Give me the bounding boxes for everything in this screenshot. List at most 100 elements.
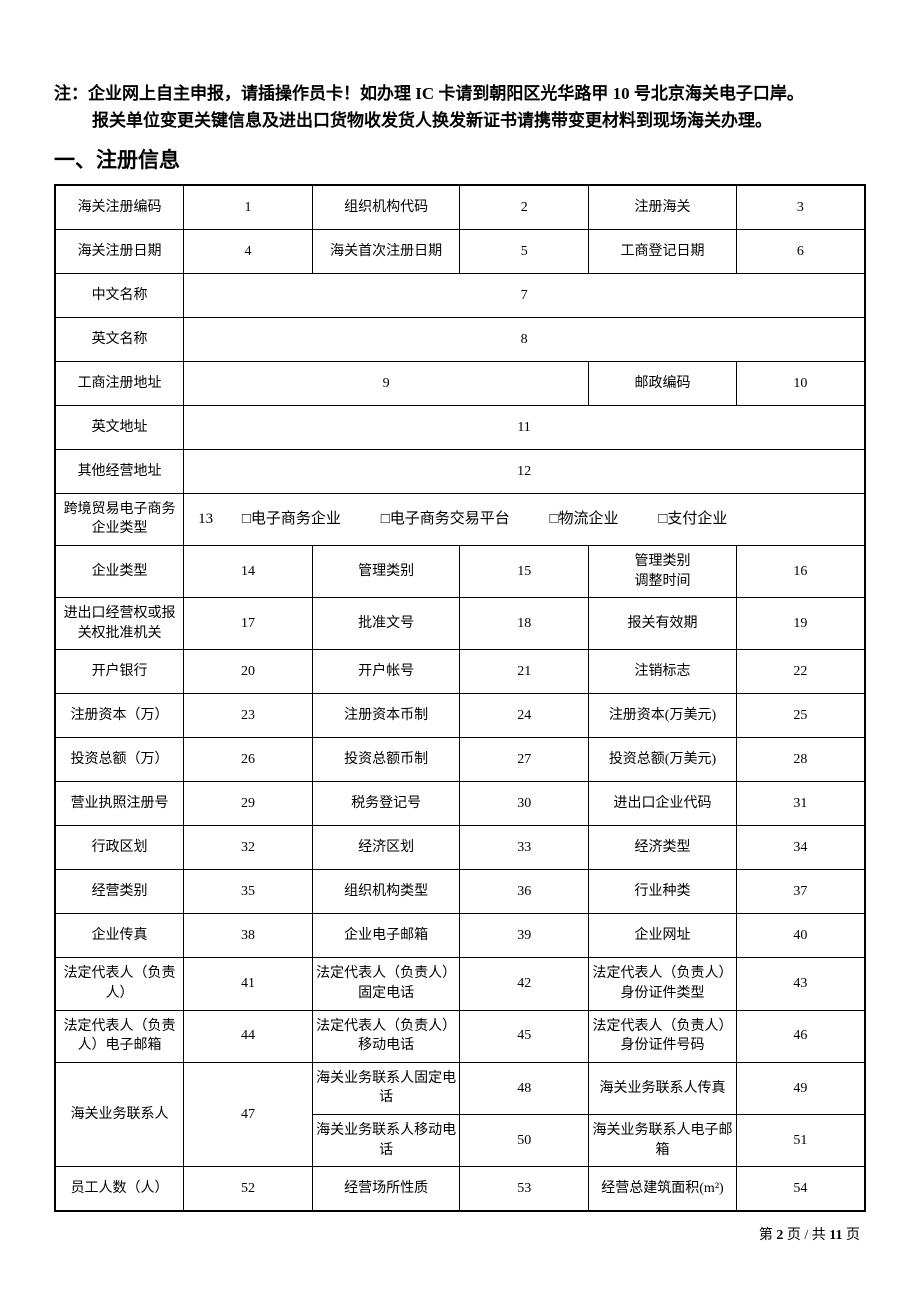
label-cell: 组织机构类型 xyxy=(312,870,460,914)
value-cell: 41 xyxy=(184,958,313,1010)
label-cell: 投资总额（万） xyxy=(55,738,184,782)
footer-text: 第 xyxy=(759,1228,777,1243)
label-cell: 经济类型 xyxy=(589,826,737,870)
label-cell: 海关注册编码 xyxy=(55,185,184,229)
value-cell: 20 xyxy=(184,650,313,694)
label-cell: 开户帐号 xyxy=(312,650,460,694)
value-cell: 44 xyxy=(184,1010,313,1062)
table-row: 开户银行 20 开户帐号 21 注销标志 22 xyxy=(55,650,865,694)
value-cell: 50 xyxy=(460,1115,589,1167)
value-cell: 17 xyxy=(184,598,313,650)
value-cell: 46 xyxy=(736,1010,865,1062)
label-cell: 海关业务联系人传真 xyxy=(589,1062,737,1114)
table-row: 海关业务联系人 47 海关业务联系人固定电话 48 海关业务联系人传真 49 xyxy=(55,1062,865,1114)
table-row: 英文地址 11 xyxy=(55,405,865,449)
label-cell: 法定代表人（负责人）固定电话 xyxy=(312,958,460,1010)
table-row: 经营类别 35 组织机构类型 36 行业种类 37 xyxy=(55,870,865,914)
value-cell: 24 xyxy=(460,694,589,738)
value-cell: 16 xyxy=(736,546,865,598)
table-row: 法定代表人（负责人）电子邮箱 44 法定代表人（负责人）移动电话 45 法定代表… xyxy=(55,1010,865,1062)
label-cell: 法定代表人（负责人）身份证件号码 xyxy=(589,1010,737,1062)
label-cell: 进出口企业代码 xyxy=(589,782,737,826)
value-cell: 25 xyxy=(736,694,865,738)
checkbox-option: □电子商务交易平台 xyxy=(381,509,510,530)
label-cell: 企业网址 xyxy=(589,914,737,958)
value-text: 13 xyxy=(198,509,238,530)
table-row: 行政区划 32 经济区划 33 经济类型 34 xyxy=(55,826,865,870)
value-cell: 30 xyxy=(460,782,589,826)
value-cell: 53 xyxy=(460,1167,589,1211)
table-row: 企业类型 14 管理类别 15 管理类别调整时间 16 xyxy=(55,546,865,598)
label-cell: 组织机构代码 xyxy=(312,185,460,229)
value-cell: 32 xyxy=(184,826,313,870)
label-cell: 经营总建筑面积(m²) xyxy=(589,1167,737,1211)
label-cell: 员工人数（人） xyxy=(55,1167,184,1211)
value-cell: 38 xyxy=(184,914,313,958)
label-cell: 法定代表人（负责人） xyxy=(55,958,184,1010)
value-cell: 31 xyxy=(736,782,865,826)
value-cell: 18 xyxy=(460,598,589,650)
checkbox-cell: 13 □电子商务企业 □电子商务交易平台 □物流企业 □支付企业 xyxy=(184,493,865,545)
label-cell: 注册海关 xyxy=(589,185,737,229)
note-block: 注：企业网上自主申报，请插操作员卡！如办理 IC 卡请到朝阳区光华路甲 10 号… xyxy=(54,80,866,134)
value-cell: 47 xyxy=(184,1062,313,1166)
footer-total: 11 xyxy=(829,1228,842,1243)
value-cell: 42 xyxy=(460,958,589,1010)
label-cell: 税务登记号 xyxy=(312,782,460,826)
value-cell: 22 xyxy=(736,650,865,694)
value-cell: 19 xyxy=(736,598,865,650)
value-cell: 35 xyxy=(184,870,313,914)
label-cell: 行业种类 xyxy=(589,870,737,914)
section-title: 一、注册信息 xyxy=(54,144,866,174)
note-line-2: 报关单位变更关键信息及进出口货物收发货人换发新证书请携带变更材料到现场海关办理。 xyxy=(54,107,866,134)
label-cell: 投资总额币制 xyxy=(312,738,460,782)
value-cell: 6 xyxy=(736,229,865,273)
note-line-1: 注：企业网上自主申报，请插操作员卡！如办理 IC 卡请到朝阳区光华路甲 10 号… xyxy=(54,80,866,107)
label-cell: 经营类别 xyxy=(55,870,184,914)
label-cell: 邮政编码 xyxy=(589,361,737,405)
label-cell: 行政区划 xyxy=(55,826,184,870)
label-cell: 海关业务联系人固定电话 xyxy=(312,1062,460,1114)
value-cell: 21 xyxy=(460,650,589,694)
label-cell: 法定代表人（负责人）电子邮箱 xyxy=(55,1010,184,1062)
label-cell: 法定代表人（负责人）身份证件类型 xyxy=(589,958,737,1010)
label-cell: 企业电子邮箱 xyxy=(312,914,460,958)
value-cell: 52 xyxy=(184,1167,313,1211)
label-cell: 海关首次注册日期 xyxy=(312,229,460,273)
label-cell: 营业执照注册号 xyxy=(55,782,184,826)
label-cell: 工商登记日期 xyxy=(589,229,737,273)
value-cell: 7 xyxy=(184,273,865,317)
label-cell: 注册资本(万美元) xyxy=(589,694,737,738)
label-cell: 经营场所性质 xyxy=(312,1167,460,1211)
label-cell: 英文地址 xyxy=(55,405,184,449)
label-cell: 海关业务联系人 xyxy=(55,1062,184,1166)
value-cell: 39 xyxy=(460,914,589,958)
value-cell: 34 xyxy=(736,826,865,870)
label-cell: 企业类型 xyxy=(55,546,184,598)
label-cell: 海关业务联系人移动电话 xyxy=(312,1115,460,1167)
value-cell: 11 xyxy=(184,405,865,449)
value-cell: 5 xyxy=(460,229,589,273)
label-cell: 报关有效期 xyxy=(589,598,737,650)
value-cell: 27 xyxy=(460,738,589,782)
value-cell: 2 xyxy=(460,185,589,229)
value-cell: 48 xyxy=(460,1062,589,1114)
label-cell: 管理类别调整时间 xyxy=(589,546,737,598)
table-row: 员工人数（人） 52 经营场所性质 53 经营总建筑面积(m²) 54 xyxy=(55,1167,865,1211)
value-cell: 49 xyxy=(736,1062,865,1114)
label-cell: 管理类别 xyxy=(312,546,460,598)
label-cell: 其他经营地址 xyxy=(55,449,184,493)
table-row: 企业传真 38 企业电子邮箱 39 企业网址 40 xyxy=(55,914,865,958)
table-row: 注册资本（万） 23 注册资本币制 24 注册资本(万美元) 25 xyxy=(55,694,865,738)
label-cell: 批准文号 xyxy=(312,598,460,650)
table-row: 海关注册编码 1 组织机构代码 2 注册海关 3 xyxy=(55,185,865,229)
table-row: 投资总额（万） 26 投资总额币制 27 投资总额(万美元) 28 xyxy=(55,738,865,782)
label-cell: 海关业务联系人电子邮箱 xyxy=(589,1115,737,1167)
checkbox-option: □物流企业 xyxy=(550,509,619,530)
registration-table: 海关注册编码 1 组织机构代码 2 注册海关 3 海关注册日期 4 海关首次注册… xyxy=(54,184,866,1211)
label-cell: 工商注册地址 xyxy=(55,361,184,405)
checkbox-option: □支付企业 xyxy=(658,509,727,530)
table-row: 中文名称 7 xyxy=(55,273,865,317)
table-row: 海关注册日期 4 海关首次注册日期 5 工商登记日期 6 xyxy=(55,229,865,273)
value-cell: 29 xyxy=(184,782,313,826)
